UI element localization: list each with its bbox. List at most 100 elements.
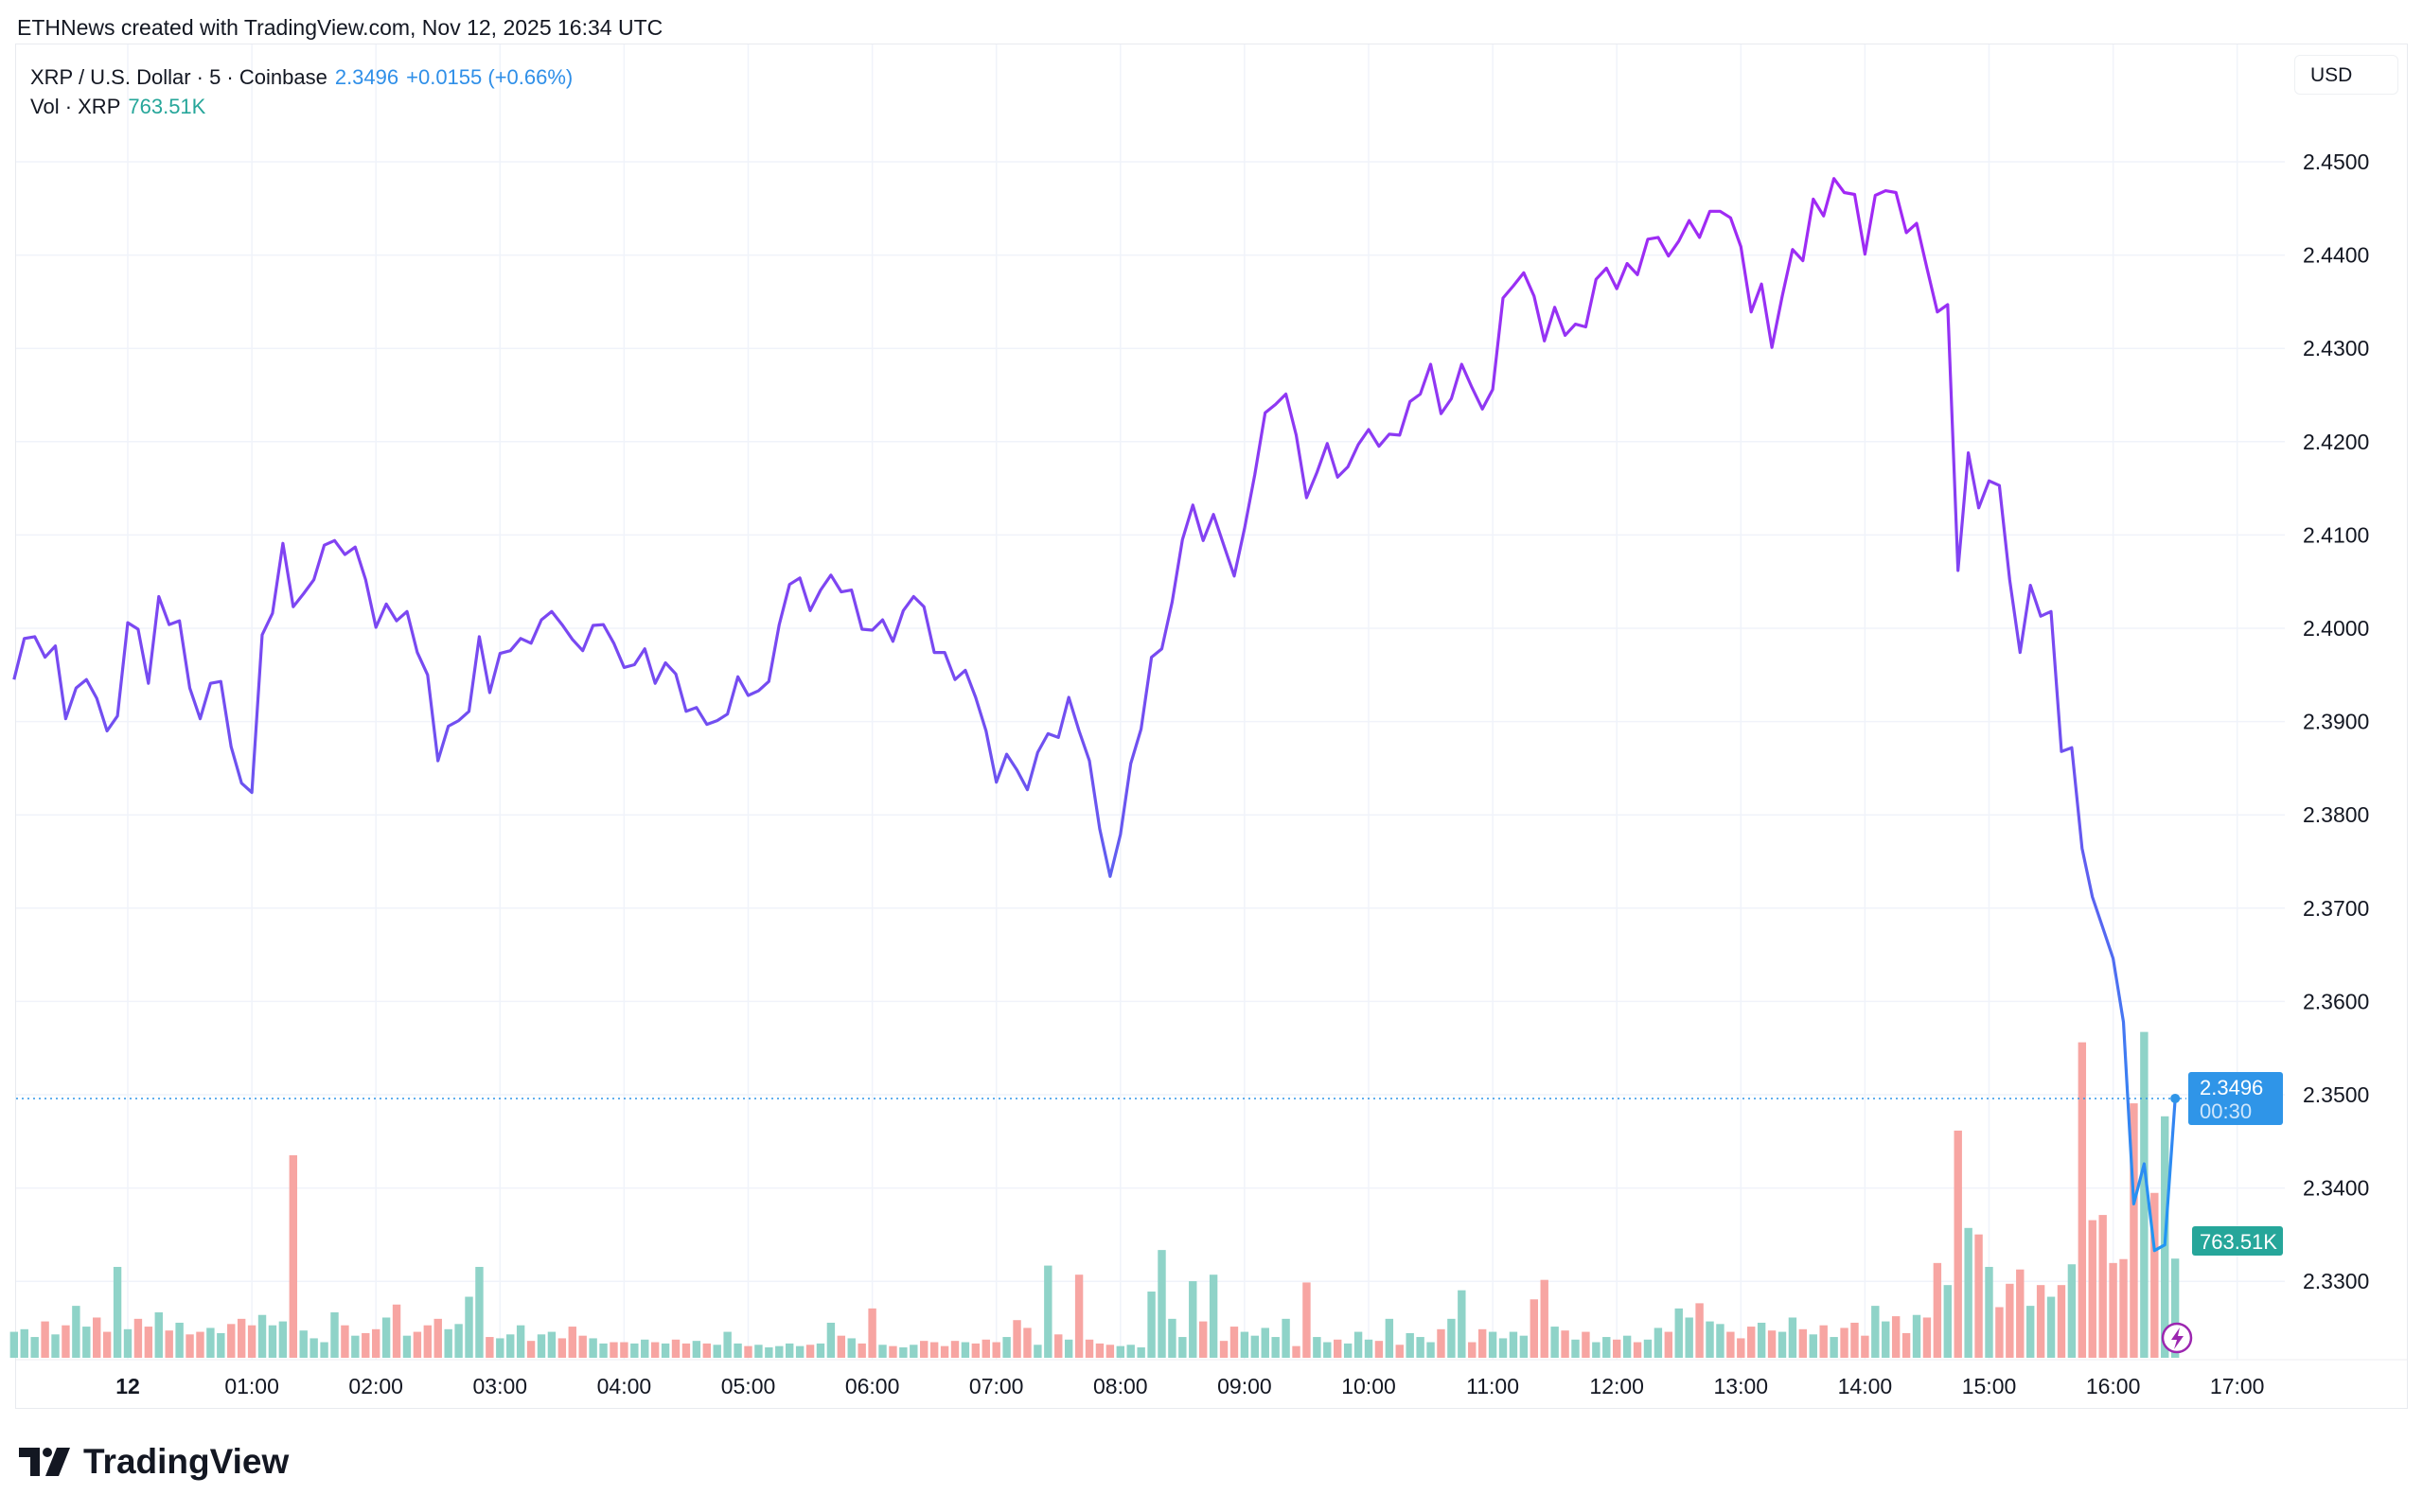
volume-bar-down — [1105, 1345, 1115, 1358]
volume-bar-down — [920, 1341, 929, 1358]
volume-bar-up — [1488, 1331, 1497, 1358]
volume-bar-down — [433, 1318, 442, 1358]
volume-bar-down — [41, 1321, 49, 1358]
volume-bar-up — [2025, 1306, 2035, 1358]
volume-bar-down — [1074, 1275, 1084, 1358]
price-axis-label: 2.3900 — [2303, 710, 2369, 734]
chart-legend: XRP / U.S. Dollar · 5 · Coinbase 2.3496 +0… — [30, 62, 573, 121]
volume-bar-up — [1685, 1317, 1693, 1358]
volume-bar-down — [1013, 1320, 1021, 1358]
volume-bar-down — [1229, 1327, 1239, 1358]
volume-bar-up — [175, 1322, 184, 1358]
volume-bar-down — [1737, 1338, 1745, 1358]
volume-value: 763.51K — [128, 95, 206, 118]
volume-bar-up — [1674, 1308, 1683, 1358]
volume-bar-up — [1116, 1345, 1124, 1358]
volume-bar-down — [744, 1345, 752, 1358]
volume-bar-up — [2067, 1264, 2077, 1358]
volume-bar-up — [444, 1328, 452, 1358]
price-axis-label: 2.3400 — [2303, 1176, 2369, 1201]
price-axis-label: 2.3300 — [2303, 1269, 2369, 1293]
volume-bar-up — [1426, 1342, 1435, 1358]
volume-bar-down — [2098, 1215, 2107, 1358]
volume-bar-up — [257, 1314, 267, 1358]
volume-bar-up — [1147, 1292, 1156, 1358]
volume-bar-down — [2036, 1285, 2045, 1358]
tradingview-logo: TradingView — [19, 1442, 289, 1482]
symbol-title[interactable]: XRP / U.S. Dollar · 5 · Coinbase — [30, 65, 327, 89]
volume-bar-up — [1126, 1345, 1135, 1358]
volume-bar-up — [1189, 1281, 1197, 1358]
volume-bar-up — [299, 1330, 308, 1358]
time-axis-label: 08:00 — [1093, 1374, 1148, 1398]
volume-bar-up — [310, 1338, 318, 1358]
volume-bar-down — [610, 1342, 618, 1358]
volume-bar-up — [1034, 1345, 1042, 1358]
time-axis-label: 17:00 — [2210, 1374, 2265, 1398]
volume-bar-up — [123, 1328, 133, 1358]
volume-bar-up — [1788, 1317, 1797, 1358]
volume-bar-down — [992, 1342, 1000, 1358]
volume-bar-down — [237, 1318, 246, 1358]
volume-bar-up — [1643, 1339, 1653, 1358]
volume-bar-down — [1095, 1343, 1105, 1358]
volume-bar-up — [496, 1338, 504, 1358]
time-axis-label: 02:00 — [348, 1374, 403, 1398]
volume-bar-up — [754, 1345, 763, 1358]
volume-bar-down — [1612, 1339, 1621, 1358]
volume-bar-up — [278, 1321, 288, 1358]
volume-bar-down — [1292, 1345, 1300, 1358]
volume-bar-up — [475, 1266, 484, 1358]
volume-bar-down — [2119, 1258, 2128, 1358]
price-axis-label: 2.3600 — [2303, 989, 2369, 1013]
volume-bar-up — [9, 1331, 19, 1358]
volume-bar-down — [341, 1325, 349, 1358]
volume-bar-down — [362, 1332, 370, 1358]
price-axis-label: 2.4100 — [2303, 522, 2369, 547]
price-tag-countdown: 00:30 — [2200, 1099, 2252, 1123]
volume-bar-up — [72, 1306, 80, 1358]
volume-bar-down — [186, 1334, 194, 1358]
volume-bar-up — [1250, 1335, 1260, 1358]
volume-bar-down — [486, 1337, 494, 1358]
volume-bar-down — [62, 1325, 70, 1358]
volume-bar-up — [899, 1347, 908, 1358]
currency-button[interactable]: USD — [2294, 55, 2398, 95]
volume-bar-up — [1178, 1337, 1187, 1358]
volume-bar-up — [1777, 1331, 1787, 1358]
time-axis-label: 12:00 — [1589, 1374, 1644, 1398]
volume-bar-down — [165, 1330, 173, 1358]
volume-bar-up — [910, 1345, 918, 1358]
volume-bar-down — [837, 1335, 846, 1358]
volume-bar-up — [1509, 1331, 1518, 1358]
price-tag — [2188, 1072, 2283, 1125]
volume-bar-up — [1323, 1342, 1332, 1358]
time-axis-label: 13:00 — [1714, 1374, 1769, 1398]
volume-bar-up — [30, 1337, 39, 1358]
volume-bar-down — [2150, 1192, 2159, 1358]
volume-bar-up — [320, 1342, 328, 1358]
volume-label[interactable]: Vol · XRP — [30, 95, 121, 118]
volume-bar-up — [692, 1341, 701, 1358]
volume-bar-up — [1385, 1318, 1394, 1358]
volume-bar-down — [1334, 1339, 1342, 1358]
volume-bar-down — [392, 1304, 401, 1358]
volume-bar-down — [1530, 1299, 1538, 1358]
volume-bar-up — [268, 1325, 277, 1358]
volume-bar-down — [1798, 1328, 1808, 1358]
time-axis-label: 16:00 — [2086, 1374, 2141, 1398]
volume-bar-up — [2170, 1258, 2180, 1358]
volume-bar-up — [1757, 1322, 1766, 1358]
volume-bar-up — [1871, 1306, 1880, 1358]
volume-bar-up — [589, 1338, 597, 1358]
volume-bar-up — [1002, 1337, 1011, 1358]
volume-bar-up — [713, 1345, 721, 1358]
chart-pane[interactable] — [15, 44, 2408, 1409]
volume-bar-up — [1044, 1265, 1052, 1358]
volume-bar-down — [1695, 1303, 1704, 1358]
volume-bar-up — [826, 1322, 836, 1358]
volume-bar-down — [1922, 1317, 1932, 1358]
volume-bar-up — [1654, 1327, 1663, 1358]
volume-bar-up — [2046, 1296, 2056, 1358]
